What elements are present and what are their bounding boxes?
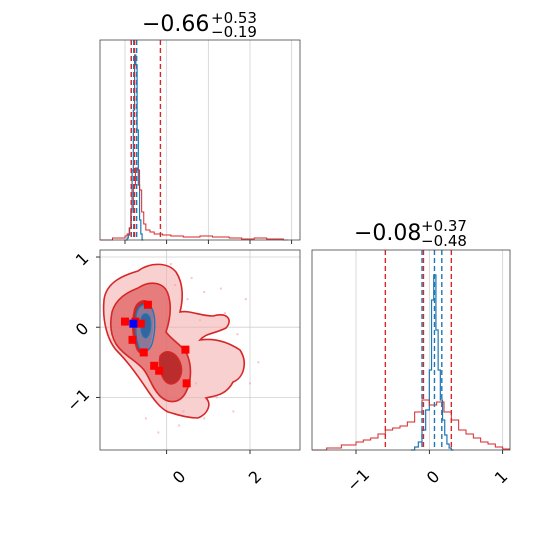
xtick-hist1-0: 0 xyxy=(423,467,444,488)
ytick-joint-1: 1 xyxy=(72,249,93,270)
sample-point xyxy=(257,361,260,364)
series-red-hist xyxy=(312,399,510,451)
xtick-joint-0: 0 xyxy=(169,467,190,488)
sample-point xyxy=(203,417,206,420)
ytick-joint-neg1: −1 xyxy=(63,385,93,415)
red-marker xyxy=(155,366,164,375)
sample-point xyxy=(224,312,226,315)
xtick-hist1-1: 1 xyxy=(491,467,512,488)
blue-marker xyxy=(129,319,138,328)
red-marker xyxy=(150,361,159,370)
xtick-joint-2: 2 xyxy=(245,467,266,488)
sample-point xyxy=(215,396,218,399)
sample-point xyxy=(236,333,239,336)
title-param-1-plus: +0.37 xyxy=(421,217,467,235)
panel-frame xyxy=(99,249,301,451)
title-param-0: −0.66 xyxy=(142,12,209,37)
sample-point xyxy=(219,287,222,290)
sample-point xyxy=(249,382,251,385)
xtick-hist1-neg1: −1 xyxy=(343,465,373,495)
hist-param-0-panel xyxy=(99,39,301,244)
sample-point xyxy=(232,410,235,413)
sample-point xyxy=(178,424,181,427)
panel-frame xyxy=(99,39,301,241)
red-marker xyxy=(121,317,129,326)
title-param-0-plus: +0.53 xyxy=(211,9,257,27)
title-param-1: −0.08 xyxy=(354,221,421,246)
sample-point xyxy=(203,291,206,294)
red-marker xyxy=(182,379,191,388)
title-param-1-minus: −0.48 xyxy=(421,232,467,250)
title-param-0-minus: −0.19 xyxy=(211,23,257,41)
ytick-joint-0: 0 xyxy=(72,319,93,340)
sample-point xyxy=(169,263,172,266)
panel-frame xyxy=(311,249,511,451)
red-marker xyxy=(181,345,190,354)
sample-point xyxy=(244,298,247,301)
sample-point xyxy=(157,431,160,434)
red-marker xyxy=(143,300,152,309)
series-red-hist xyxy=(100,167,288,241)
red-marker xyxy=(136,319,145,328)
joint-panel xyxy=(96,249,301,454)
hist-param-1-panel xyxy=(311,249,511,454)
sample-point xyxy=(186,298,189,301)
sample-point xyxy=(144,417,147,420)
series-blue-hist xyxy=(411,274,454,451)
red-marker xyxy=(139,348,148,357)
sample-point xyxy=(190,277,193,280)
red-marker xyxy=(128,335,137,344)
